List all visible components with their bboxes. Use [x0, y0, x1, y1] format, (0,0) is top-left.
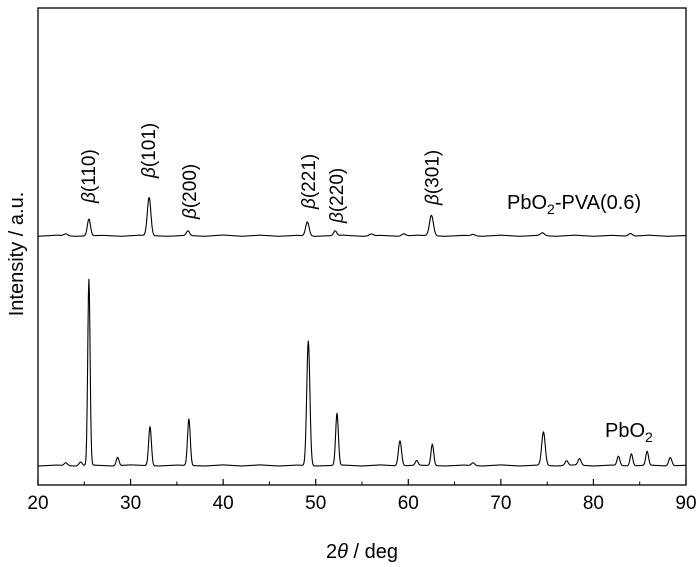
peak-label: β(110) [79, 149, 100, 204]
peak-label-beta: β [139, 167, 160, 179]
peak-label: β(101) [139, 123, 160, 179]
x-axis-label-theta: θ [337, 541, 348, 563]
x-tick-label: 30 [120, 493, 141, 514]
x-tick-label: 90 [675, 493, 696, 514]
x-tick-label: 40 [213, 493, 234, 514]
series-label-pbo2-main: PbO [605, 420, 645, 442]
plot-frame [37, 7, 687, 486]
peak-label-beta: β [180, 208, 201, 220]
series-label-pbo2-sub: 2 [645, 429, 653, 445]
peak-label-hkl: (221) [299, 154, 320, 198]
peak-label-hkl: (200) [180, 164, 201, 208]
x-axis-label: 2θ / deg [326, 541, 398, 563]
peak-label-hkl: (301) [422, 150, 443, 194]
series-trace-0 [37, 278, 687, 467]
series-label-pbo2-pva-sub: 2 [547, 201, 555, 217]
peak-label: β(220) [327, 168, 348, 224]
x-tick-label: 50 [305, 493, 326, 514]
x-tick-label: 70 [490, 493, 511, 514]
traces [37, 196, 687, 467]
series-label-pbo2-pva-rest: -PVA(0.6) [555, 192, 641, 214]
series-label-pbo2: PbO2 [605, 420, 653, 445]
x-tick-label: 20 [27, 493, 48, 514]
peak-label-hkl: (220) [327, 168, 348, 212]
x-axis-label-suffix: / deg [348, 541, 398, 563]
peak-label-beta: β [422, 194, 443, 206]
x-tick-label: 60 [398, 493, 419, 514]
series-trace-1 [37, 196, 687, 237]
x-axis-label-prefix: 2 [326, 541, 337, 563]
peak-label-hkl: (110) [79, 149, 100, 192]
peak-label-beta: β [299, 198, 320, 210]
peak-label: β(200) [180, 164, 201, 220]
x-tick-label: 80 [583, 493, 604, 514]
plot-border [37, 7, 687, 486]
peak-label-beta: β [79, 192, 100, 204]
peak-labels: β(110) β(101)β(200) β(221)β(220) β(301) [79, 123, 443, 224]
peak-label: β(301) [422, 150, 443, 206]
peak-label: β(221) [299, 154, 320, 210]
peak-label-hkl: (101) [139, 123, 160, 167]
series-label-pbo2-pva: PbO2-PVA(0.6) [507, 192, 641, 217]
y-axis-label: Intensity / a.u. [6, 192, 28, 317]
x-axis-ticks: 20 30 40 50 60 70 80 90 [27, 479, 697, 514]
peak-label-beta: β [327, 212, 348, 224]
series-label-pbo2-pva-main: PbO [507, 192, 547, 214]
